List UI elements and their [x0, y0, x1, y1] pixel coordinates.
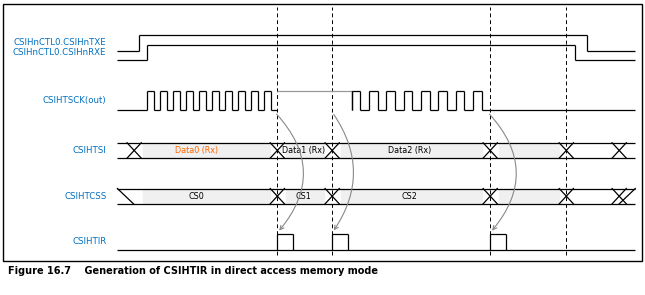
- Text: CS2: CS2: [402, 192, 417, 201]
- Text: Data0 (Rx): Data0 (Rx): [175, 146, 218, 155]
- Text: CS1: CS1: [296, 192, 312, 201]
- FancyBboxPatch shape: [3, 4, 642, 261]
- Text: CSIHnCTL0.CSIHnTXE
CSIHnCTL0.CSIHnRXE: CSIHnCTL0.CSIHnTXE CSIHnCTL0.CSIHnRXE: [13, 37, 106, 57]
- Text: CSIHTCSS: CSIHTCSS: [64, 192, 106, 201]
- Text: Data2 (Rx): Data2 (Rx): [388, 146, 432, 155]
- Text: Figure 16.7    Generation of CSIHTIR in direct access memory mode: Figure 16.7 Generation of CSIHTIR in dir…: [8, 266, 378, 276]
- Text: CSIHTIR: CSIHTIR: [72, 237, 106, 246]
- Text: CS0: CS0: [189, 192, 204, 201]
- Text: CSIHTSI: CSIHTSI: [73, 146, 106, 155]
- Text: CSIHTSCK(out): CSIHTSCK(out): [43, 96, 106, 105]
- Text: Data1 (Rx): Data1 (Rx): [283, 146, 325, 155]
